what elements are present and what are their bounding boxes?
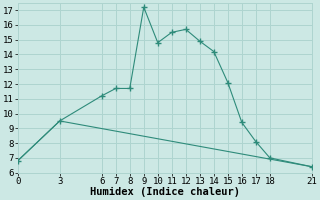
- X-axis label: Humidex (Indice chaleur): Humidex (Indice chaleur): [90, 187, 240, 197]
